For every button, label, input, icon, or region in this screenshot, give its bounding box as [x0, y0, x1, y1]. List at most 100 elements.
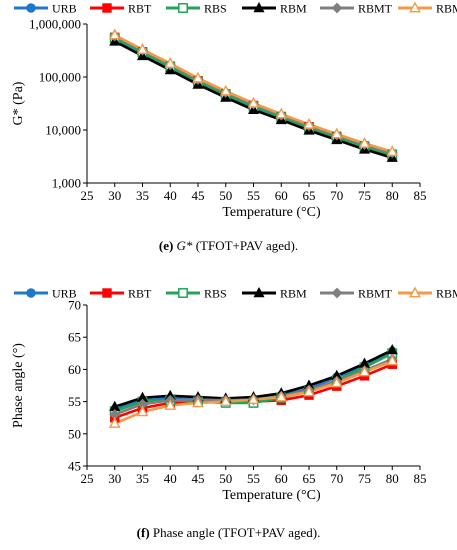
- legend-marker-rbmt: [331, 287, 343, 299]
- data-point-rbms: [247, 393, 260, 405]
- caption-top: (e) G* (TFOT+PAV aged).: [0, 238, 457, 254]
- legend: URB RBT RBS RBM RBMT RBMS: [14, 287, 457, 301]
- x-tick-label: 75: [358, 471, 371, 486]
- x-tick-label: 40: [164, 471, 177, 486]
- x-tick-label: 30: [108, 188, 121, 203]
- axes: 45 50 55 60 65 70 25 30 35 40 45 50 55 60 65 70 75 80 85 Te…: [11, 298, 427, 504]
- data-point-rbms: [108, 28, 121, 40]
- caption-bottom-rest: Phase angle (TFOT+PAV aged).: [152, 525, 321, 540]
- markers-rbms: [108, 354, 399, 428]
- x-tick-label: 25: [81, 188, 94, 203]
- x-tick-label: 30: [108, 471, 121, 486]
- legend-label-rbm: RBM: [280, 2, 307, 16]
- series-rbmt: [114, 34, 393, 155]
- y-tick-label: 10,000: [45, 123, 81, 138]
- data-point-rbms: [164, 56, 177, 68]
- x-tick-label: 65: [303, 471, 316, 486]
- legend-label-rbs: RBS: [204, 287, 227, 301]
- data-point-rbms: [275, 107, 288, 119]
- legend-label-rbt: RBT: [128, 2, 152, 16]
- x-tick-label: 60: [275, 188, 288, 203]
- data-point-rbms: [330, 127, 343, 139]
- x-tick-label: 55: [247, 188, 260, 203]
- y-tick-label: 100,000: [39, 70, 81, 85]
- y-tick-label: 65: [68, 330, 81, 345]
- x-tick-label: 25: [81, 471, 94, 486]
- caption-bottom-letter: (f): [136, 525, 150, 540]
- caption-top-rest: (TFOT+PAV aged).: [195, 238, 299, 253]
- x-axis-title: Temperature (°C): [222, 205, 321, 220]
- x-tick-label: 35: [136, 471, 149, 486]
- legend-label-rbms: RBMS: [436, 287, 457, 301]
- data-point-rbms: [136, 405, 149, 417]
- data-point-rbms: [219, 84, 232, 96]
- x-tick-label: 60: [275, 471, 288, 486]
- data-point-rbms: [247, 96, 260, 108]
- y-tick-label: 1,000: [52, 176, 81, 191]
- legend-label-rbmt: RBMT: [358, 287, 393, 301]
- x-tick-label: 45: [192, 188, 205, 203]
- caption-bottom: (f) Phase angle (TFOT+PAV aged).: [0, 525, 457, 541]
- legend-label-rbms: RBMS: [436, 2, 457, 16]
- series-line-rbms: [114, 33, 393, 153]
- legend-marker-rbt: [102, 288, 112, 298]
- data-point-rbms: [386, 145, 399, 157]
- series-line-rbmt: [114, 34, 393, 155]
- y-tick-label: 1,000,000: [29, 17, 81, 32]
- legend-label-rbs: RBS: [204, 2, 227, 16]
- x-tick-label: 80: [386, 188, 399, 203]
- data-point-rbms: [219, 395, 232, 406]
- data-point-rbms: [330, 376, 343, 388]
- data-point-rbms: [358, 136, 371, 148]
- legend-marker-rbm: [253, 1, 265, 13]
- legend-marker-rbt: [102, 3, 112, 13]
- data-point-rbms: [164, 398, 177, 410]
- data-point-rbms: [303, 117, 315, 129]
- x-tick-label: 85: [414, 471, 427, 486]
- x-tick-label: 85: [414, 188, 427, 203]
- caption-top-italic: G*: [176, 238, 193, 253]
- x-tick-label: 70: [330, 471, 343, 486]
- data-point-rbms: [275, 390, 288, 402]
- x-axis-title: Temperature (°C): [222, 488, 321, 503]
- chart-panel-1: URBRBTRBSRBMRBMTRBMS1,00010,000100,0001,…: [11, 2, 457, 221]
- chart-panel-2: URB RBT RBS RBM RBMT RBMS 45 50 55 60 65 70 25 30 35 40…: [11, 287, 457, 504]
- x-tick-label: 70: [330, 188, 343, 203]
- data-point-rbms: [192, 396, 204, 408]
- x-tick-label: 80: [386, 471, 399, 486]
- legend-marker-rbms: [409, 1, 421, 13]
- legend-marker-rbms: [409, 286, 421, 298]
- x-tick-label: 55: [247, 471, 260, 486]
- markers-rbms: [108, 28, 399, 157]
- legend-marker-rbs: [178, 3, 188, 13]
- legend: URB RBT RBS RBM RBMT RBMS: [14, 2, 457, 16]
- caption-top-letter: (e): [158, 238, 174, 253]
- legend-marker-rbmt: [331, 2, 343, 14]
- legend-label-rbmt: RBMT: [358, 2, 393, 16]
- legend-marker-urb: [26, 288, 36, 298]
- x-tick-label: 50: [219, 188, 232, 203]
- data-point-rbms: [192, 71, 204, 83]
- legend-label-rbm: RBM: [280, 287, 307, 301]
- legend-label-rbt: RBT: [128, 287, 152, 301]
- y-tick-label: 70: [68, 298, 81, 313]
- legend-marker-urb: [26, 3, 36, 13]
- y-tick-label: 45: [68, 459, 81, 474]
- y-tick-label: 55: [68, 394, 81, 409]
- series-line-rbt: [114, 36, 393, 156]
- legend-label-urb: URB: [52, 287, 77, 301]
- legend-marker-rbm: [253, 286, 265, 298]
- x-tick-label: 65: [303, 188, 316, 203]
- x-tick-label: 75: [358, 188, 371, 203]
- x-tick-label: 40: [164, 188, 177, 203]
- x-tick-label: 45: [192, 471, 205, 486]
- y-axis-title: G* (Pa): [11, 81, 26, 125]
- data-point-rbms: [108, 417, 121, 428]
- data-point-rbms: [358, 365, 371, 377]
- axes: 1,000 10,000 100,000 1,000,000 25 30 35 40 45 50 5…: [11, 17, 427, 221]
- y-tick-label: 50: [68, 426, 81, 441]
- legend-marker-rbs: [178, 288, 188, 298]
- data-point-rbms: [386, 354, 399, 366]
- data-point-rbms: [136, 43, 149, 54]
